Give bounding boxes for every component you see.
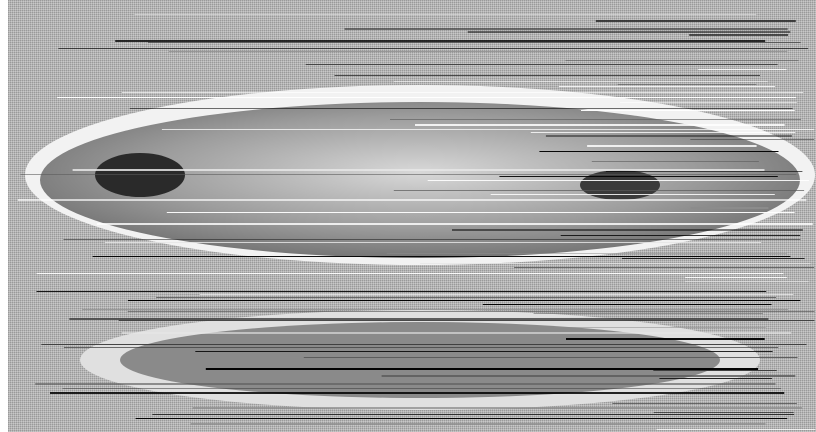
glitch-line: [553, 327, 766, 328]
glitch-line: [58, 48, 809, 49]
glitch-lines: [17, 14, 816, 430]
glitch-line: [653, 370, 777, 371]
glitch-line: [57, 97, 797, 98]
glitch-line: [560, 235, 801, 236]
glitch-line: [653, 412, 794, 413]
glitch-line: [121, 92, 804, 93]
glitch-line: [558, 86, 775, 87]
glitch-line: [199, 294, 794, 295]
glitch-line: [539, 151, 779, 152]
glitch-line: [36, 273, 784, 274]
glitch-line: [386, 253, 788, 254]
glitch-line: [684, 281, 809, 282]
glitch-line: [415, 124, 785, 126]
glitch-line: [121, 332, 792, 334]
glitch-line: [659, 378, 772, 379]
glitch-line: [190, 423, 766, 425]
glitch-line: [129, 108, 793, 109]
glitch-line: [452, 229, 803, 231]
glitch-line: [127, 300, 801, 301]
glitch-line: [587, 145, 757, 147]
glitch-line: [690, 207, 769, 209]
glitch-line: [581, 110, 795, 111]
glitch-line: [514, 267, 815, 268]
glitch-line: [334, 75, 760, 76]
glitch-line: [63, 239, 801, 240]
glitch-line: [62, 388, 782, 389]
glitch-line: [50, 392, 785, 394]
glitch-line: [490, 194, 775, 195]
glitch-line: [82, 309, 788, 310]
glitch-line: [166, 212, 795, 213]
glitch-line: [530, 132, 796, 133]
glitch-line: [499, 176, 778, 177]
glitch-line: [156, 297, 776, 298]
glitch-line: [656, 429, 816, 430]
glitch-line: [381, 375, 796, 377]
glitch-line: [606, 171, 803, 172]
glitch-line: [36, 291, 767, 292]
glitch-line: [92, 256, 791, 257]
glitch-line: [134, 14, 757, 15]
glitch-line: [152, 414, 795, 415]
glitch-line: [420, 263, 811, 264]
glitch-line: [147, 42, 801, 43]
glitch-line: [591, 161, 759, 162]
glitch-line: [533, 313, 763, 314]
glitch-line: [344, 28, 788, 30]
glitch-line: [689, 34, 788, 36]
glitch-line: [17, 199, 807, 201]
glitch-line: [427, 180, 809, 181]
food: [40, 102, 800, 258]
glitch-line: [72, 169, 765, 171]
glitch-line: [69, 318, 769, 320]
glitch-line: [168, 51, 788, 52]
glitch-line: [20, 174, 797, 175]
glitch-line: [482, 304, 772, 305]
glitch-line: [161, 129, 815, 130]
left-edge: [0, 0, 8, 432]
glitch-line: [135, 418, 788, 419]
glitch-line: [698, 69, 787, 70]
glitch-line: [305, 64, 778, 65]
glitch-line: [612, 403, 797, 404]
glitch-line: [565, 60, 799, 61]
food-lower: [120, 322, 720, 398]
glitch-line: [393, 190, 805, 191]
glitch-line: [41, 344, 807, 345]
glitch-line: [63, 347, 779, 348]
glitch-line: [115, 40, 766, 42]
glitch-line: [617, 84, 757, 85]
glitch-line: [118, 320, 815, 321]
glitch-line: [393, 81, 768, 82]
glitch-line: [205, 368, 759, 370]
glitch-line: [104, 242, 762, 243]
glitch-line: [96, 223, 813, 225]
glitch-line: [621, 258, 805, 259]
glitch-line: [192, 407, 802, 409]
glitch-line: [595, 20, 796, 22]
glitch-line: [127, 311, 815, 312]
glitch-line: [566, 338, 765, 340]
glitch-line: [620, 102, 797, 103]
glitch-line: [685, 277, 787, 278]
glitch-line: [545, 135, 792, 137]
glitch-line: [35, 383, 776, 385]
glitch-line: [390, 119, 801, 120]
glitch-line: [195, 351, 773, 352]
glitch-line: [303, 357, 798, 358]
glitch-line: [690, 139, 815, 140]
dark-patch: [580, 170, 660, 200]
glitch-line: [467, 31, 791, 33]
